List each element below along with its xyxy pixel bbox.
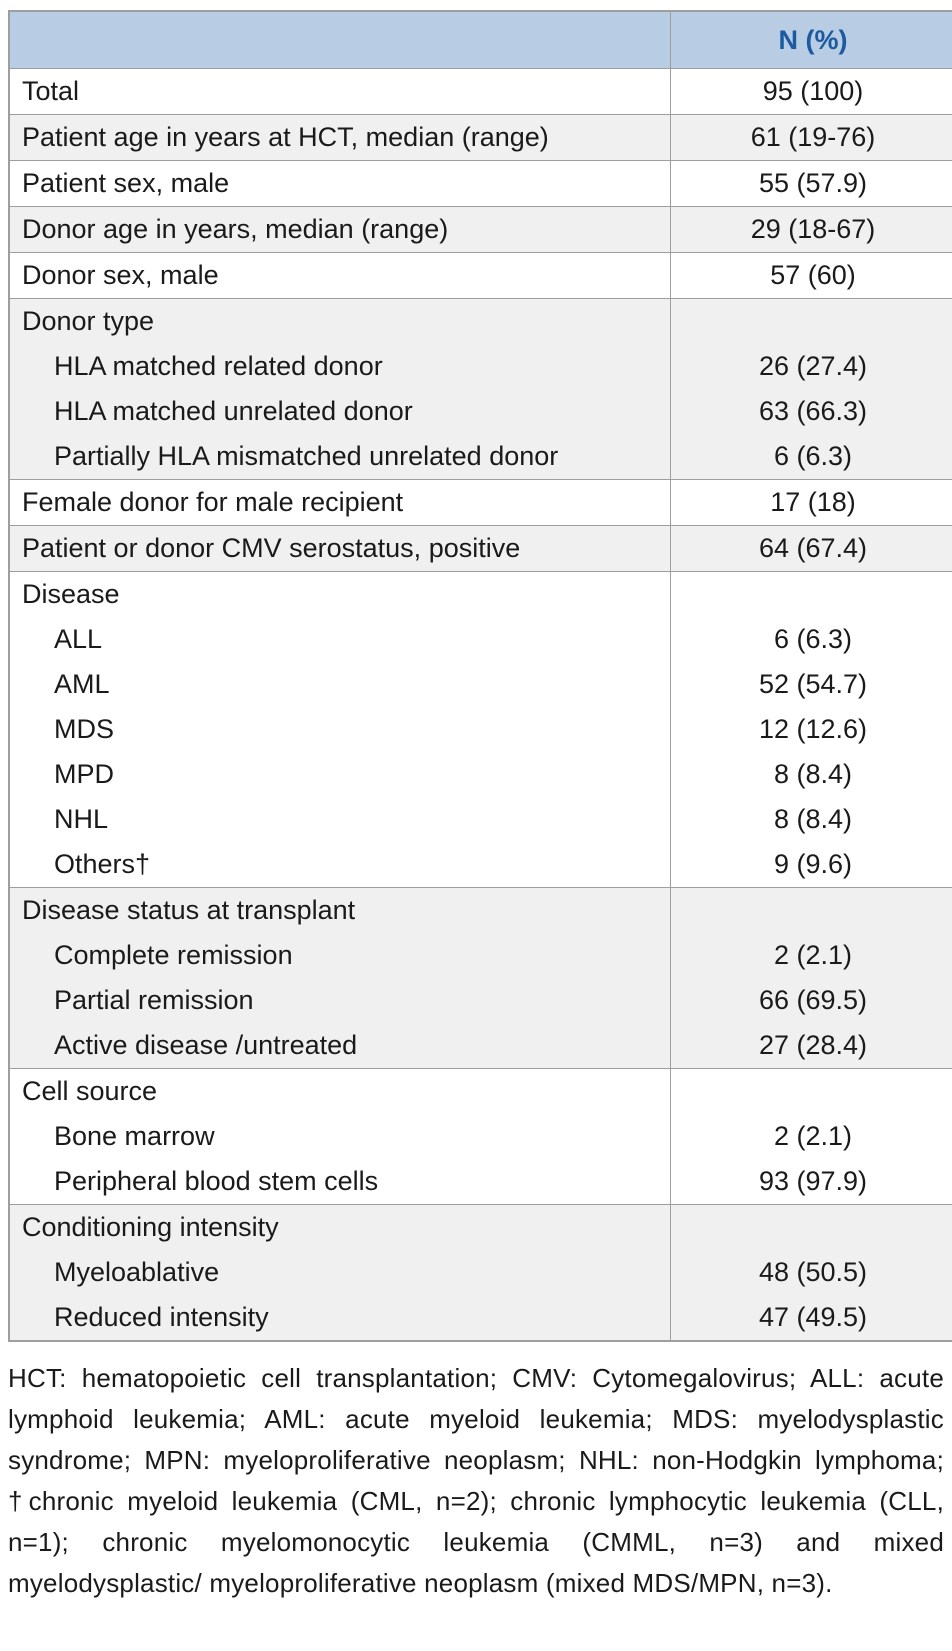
- table-row: Peripheral blood stem cells 93 (97.9): [9, 1159, 952, 1205]
- row-label: Patient sex, male: [9, 160, 671, 207]
- table-row: HLA matched related donor 26 (27.4): [9, 344, 952, 389]
- table-row: Donor type: [9, 298, 952, 344]
- row-label: Donor type: [9, 298, 671, 344]
- table-row: Donor sex, male 57 (60): [9, 252, 952, 299]
- table-row: Patient or donor CMV serostatus, positiv…: [9, 525, 952, 572]
- row-value: 6 (6.3): [773, 441, 853, 471]
- header-empty-cell: [9, 11, 671, 69]
- table-footnote: HCT: hematopoietic cell transplantation;…: [8, 1363, 944, 1598]
- row-value: 12 (12.6): [758, 714, 868, 744]
- row-label: Disease: [9, 571, 671, 617]
- row-label: MDS: [9, 707, 671, 752]
- row-label: Partial remission: [9, 978, 671, 1023]
- table-row: Total 95 (100): [9, 68, 952, 115]
- row-label: HLA matched related donor: [9, 344, 671, 389]
- row-value: [670, 1068, 952, 1114]
- header-n-percent: N (%): [778, 24, 848, 55]
- row-label: Active disease /untreated: [9, 1023, 671, 1069]
- row-value: 29 (18-67): [670, 206, 952, 253]
- row-value: [670, 887, 952, 933]
- row-label: Patient or donor CMV serostatus, positiv…: [9, 525, 671, 572]
- row-value: 2 (2.1): [773, 1121, 853, 1151]
- row-value: 6 (6.3): [773, 624, 853, 654]
- table-row: Conditioning intensity: [9, 1204, 952, 1250]
- table-row: NHL 8 (8.4): [9, 797, 952, 842]
- table-row: Partially HLA mismatched unrelated donor…: [9, 434, 952, 480]
- table-row: Partial remission 66 (69.5): [9, 978, 952, 1023]
- table-row: Cell source: [9, 1068, 952, 1114]
- table-row: ALL 6 (6.3): [9, 617, 952, 662]
- row-value: [670, 571, 952, 617]
- row-value: 47 (49.5): [758, 1302, 868, 1332]
- row-value: 2 (2.1): [773, 940, 853, 970]
- table-row: Reduced intensity 47 (49.5): [9, 1295, 952, 1341]
- row-label: Others†: [9, 842, 671, 888]
- row-value: [670, 1204, 952, 1250]
- table-row: Myeloablative 48 (50.5): [9, 1250, 952, 1295]
- row-value: 63 (66.3): [758, 396, 868, 426]
- table-row: MDS 12 (12.6): [9, 707, 952, 752]
- row-value: 17 (18): [670, 479, 952, 526]
- table-row: Others† 9 (9.6): [9, 842, 952, 888]
- table-row: Complete remission 2 (2.1): [9, 933, 952, 978]
- row-value: 66 (69.5): [758, 985, 868, 1015]
- row-value: 27 (28.4): [758, 1030, 868, 1060]
- row-label: Cell source: [9, 1068, 671, 1114]
- table-head: N (%): [9, 11, 952, 69]
- row-label: Reduced intensity: [9, 1295, 671, 1341]
- table-row: HLA matched unrelated donor 63 (66.3): [9, 389, 952, 434]
- row-label: AML: [9, 662, 671, 707]
- table-row: Female donor for male recipient 17 (18): [9, 479, 952, 526]
- row-label: Myeloablative: [9, 1250, 671, 1295]
- row-value: 57 (60): [670, 252, 952, 299]
- table-row: Donor age in years, median (range) 29 (18…: [9, 206, 952, 253]
- row-label: Conditioning intensity: [9, 1204, 671, 1250]
- row-value: 64 (67.4): [670, 525, 952, 572]
- row-value: 8 (8.4): [773, 759, 853, 789]
- row-value: 55 (57.9): [670, 160, 952, 207]
- row-value: [670, 298, 952, 344]
- row-label: HLA matched unrelated donor: [9, 389, 671, 434]
- row-label: Peripheral blood stem cells: [9, 1159, 671, 1205]
- row-value: 93 (97.9): [758, 1166, 868, 1196]
- table-row: MPD 8 (8.4): [9, 752, 952, 797]
- row-value: 95 (100): [670, 68, 952, 115]
- row-label: ALL: [9, 617, 671, 662]
- table-row: Patient age in years at HCT, median (ran…: [9, 114, 952, 161]
- table-body: Total 95 (100) Patient age in years at HCT…: [9, 68, 952, 1341]
- table-row: Active disease /untreated 27 (28.4): [9, 1023, 952, 1069]
- row-label: Partially HLA mismatched unrelated donor: [9, 434, 671, 480]
- row-value: 52 (54.7): [758, 669, 868, 699]
- row-label: Disease status at transplant: [9, 887, 671, 933]
- row-value: 8 (8.4): [773, 804, 853, 834]
- table-row: Disease: [9, 571, 952, 617]
- row-label: MPD: [9, 752, 671, 797]
- row-label: Patient age in years at HCT, median (ran…: [9, 114, 671, 161]
- row-label: Donor sex, male: [9, 252, 671, 299]
- row-label: NHL: [9, 797, 671, 842]
- row-label: Bone marrow: [9, 1114, 671, 1159]
- row-label: Donor age in years, median (range): [9, 206, 671, 253]
- row-value: 61 (19-76): [670, 114, 952, 161]
- row-label: Total: [9, 68, 671, 115]
- table-row: Bone marrow 2 (2.1): [9, 1114, 952, 1159]
- table-header-row: N (%): [9, 11, 952, 69]
- row-label: Female donor for male recipient: [9, 479, 671, 526]
- table-row: Disease status at transplant: [9, 887, 952, 933]
- row-value: 48 (50.5): [758, 1257, 868, 1287]
- row-value: 26 (27.4): [758, 351, 868, 381]
- row-value: 9 (9.6): [773, 849, 853, 879]
- table-row: Patient sex, male 55 (57.9): [9, 160, 952, 207]
- table-row: AML 52 (54.7): [9, 662, 952, 707]
- row-label: Complete remission: [9, 933, 671, 978]
- patient-characteristics-table: N (%) Total 95 (100) Patient age in years …: [8, 10, 952, 1342]
